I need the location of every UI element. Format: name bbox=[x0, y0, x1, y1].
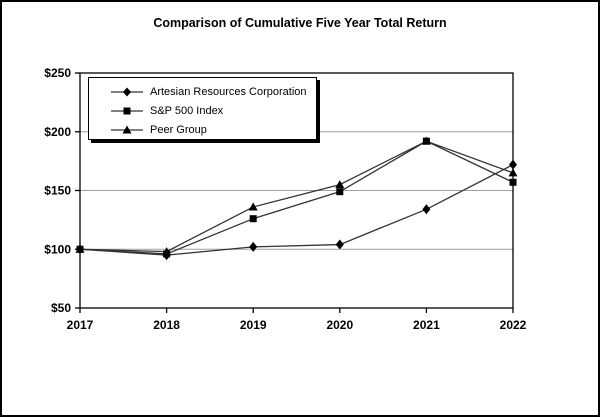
series-marker-square bbox=[249, 215, 257, 223]
series-line-square bbox=[79, 140, 514, 255]
series-marker-diamond bbox=[422, 204, 431, 215]
chart-title: Comparison of Cumulative Five Year Total… bbox=[153, 16, 447, 30]
series-marker-square bbox=[336, 188, 344, 196]
series-marker-diamond bbox=[335, 239, 344, 250]
series-marker-triangle bbox=[248, 202, 258, 211]
legend-label-artesian: Artesian Resources Corporation bbox=[150, 85, 307, 98]
legend-item-artesian: Artesian Resources Corporation bbox=[110, 82, 316, 101]
series-marker-triangle bbox=[508, 168, 518, 177]
x-tick-label: 2019 bbox=[240, 318, 267, 332]
square-marker-icon bbox=[111, 107, 143, 114]
series-marker-square bbox=[76, 245, 84, 253]
legend-item-peer-group: Peer Group bbox=[110, 120, 316, 139]
legend-label-peer-group: Peer Group bbox=[150, 123, 207, 136]
series-marker-diamond bbox=[249, 241, 258, 252]
legend: Artesian Resources Corporation S&P 500 I… bbox=[88, 77, 317, 140]
series-line-diamond bbox=[79, 164, 514, 256]
y-tick-label: $250 bbox=[44, 66, 71, 80]
series-marker-triangle bbox=[335, 180, 345, 189]
x-tick-label: 2017 bbox=[67, 318, 94, 332]
y-tick-label: $100 bbox=[44, 242, 71, 256]
x-tick-label: 2022 bbox=[500, 318, 527, 332]
legend-item-sp500: S&P 500 Index bbox=[110, 101, 316, 120]
x-tick-label: 2021 bbox=[413, 318, 440, 332]
x-tick-label: 2018 bbox=[153, 318, 180, 332]
diamond-marker-icon bbox=[111, 87, 143, 96]
triangle-marker-icon bbox=[111, 125, 143, 133]
legend-label-sp500: S&P 500 Index bbox=[150, 104, 224, 117]
series-marker-diamond bbox=[509, 159, 517, 170]
y-tick-label: $150 bbox=[44, 184, 71, 198]
y-tick-label: $200 bbox=[44, 125, 71, 139]
series-marker-square bbox=[163, 250, 171, 258]
series-marker-square bbox=[509, 178, 517, 186]
series-line-triangle bbox=[79, 140, 514, 253]
y-tick-label: $50 bbox=[51, 301, 71, 315]
x-tick-label: 2020 bbox=[326, 318, 353, 332]
series-marker-square bbox=[422, 137, 430, 145]
